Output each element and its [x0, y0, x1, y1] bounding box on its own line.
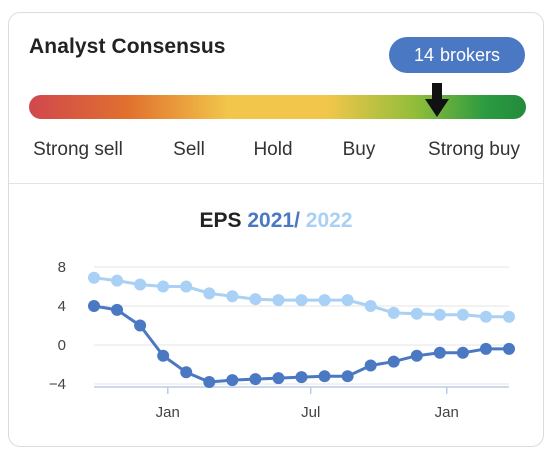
brokers-label: brokers — [440, 44, 501, 65]
data-point-2022 — [503, 310, 515, 323]
data-point-2022 — [410, 307, 423, 320]
data-point-2021 — [433, 346, 446, 359]
data-point-2022 — [479, 310, 492, 323]
y-tick-label: −4 — [49, 376, 66, 393]
data-point-2021 — [479, 342, 492, 355]
data-point-2022 — [318, 294, 331, 307]
x-tick-label: Jul — [301, 404, 320, 421]
arrow-down-icon — [424, 83, 449, 117]
data-point-2021 — [111, 303, 124, 316]
data-point-2022 — [111, 274, 124, 287]
data-point-2022 — [203, 287, 216, 300]
year-2022-toggle[interactable]: 2022 — [305, 209, 353, 232]
data-point-2021 — [88, 300, 100, 312]
data-point-2022 — [134, 278, 147, 291]
card-title: Analyst Consensus — [29, 35, 226, 58]
data-point-2022 — [341, 294, 354, 307]
x-tick-label: Jan — [435, 404, 459, 421]
data-point-2021 — [203, 376, 216, 389]
y-tick-label: 0 — [58, 337, 66, 354]
data-point-2022 — [364, 300, 377, 312]
x-tick-label: Jan — [156, 404, 180, 421]
scale-label-strong-sell: Strong sell — [33, 139, 123, 160]
data-point-2021 — [226, 374, 239, 387]
data-point-2021 — [295, 371, 308, 384]
data-point-2021 — [456, 346, 469, 359]
data-point-2022 — [387, 306, 400, 319]
data-point-2021 — [318, 370, 331, 383]
data-point-2021 — [157, 349, 170, 362]
analyst-consensus-card: Analyst Consensus 14 brokers Strong sell… — [8, 12, 544, 447]
brokers-count: 14 — [413, 44, 434, 65]
data-point-2021 — [249, 373, 262, 386]
year-separator: / — [294, 209, 300, 232]
data-point-2022 — [180, 280, 193, 293]
y-tick-label: 8 — [58, 259, 66, 276]
data-point-2021 — [134, 319, 147, 332]
section-divider — [9, 183, 543, 184]
scale-label-hold: Hold — [253, 139, 293, 160]
data-point-2022 — [456, 308, 469, 321]
data-point-2021 — [341, 370, 354, 383]
data-point-2022 — [295, 294, 308, 307]
data-point-2021 — [364, 359, 377, 372]
eps-label: EPS — [199, 209, 242, 232]
data-point-2022 — [88, 271, 100, 284]
scale-label-sell: Sell — [173, 139, 205, 160]
data-point-2022 — [249, 293, 262, 306]
data-point-2022 — [433, 308, 446, 321]
series-line-2021 — [93, 304, 509, 384]
year-2021-toggle[interactable]: 2021 — [247, 209, 295, 232]
data-point-2021 — [387, 355, 400, 368]
data-point-2022 — [157, 280, 170, 293]
data-point-2022 — [226, 290, 239, 303]
scale-label-strong-buy: Strong buy — [428, 139, 520, 160]
data-point-2021 — [410, 349, 423, 362]
brokers-badge[interactable]: 14 brokers — [389, 37, 525, 73]
y-tick-label: 4 — [58, 298, 66, 315]
eps-chart: 8 4 0 −4 Jan Jul Jan — [49, 259, 515, 421]
data-point-2021 — [503, 342, 515, 355]
eps-chart-title: EPS 2021/ 2022 — [9, 209, 543, 233]
data-point-2022 — [272, 294, 285, 307]
data-point-2021 — [272, 372, 285, 385]
scale-label-buy: Buy — [342, 139, 376, 160]
data-point-2021 — [180, 366, 193, 379]
